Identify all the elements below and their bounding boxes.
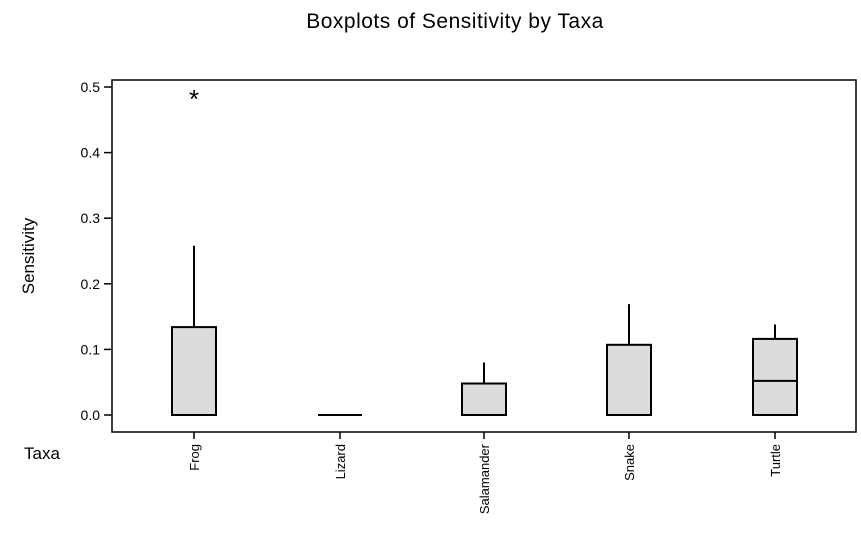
y-tick-label: 0.3 — [81, 210, 101, 226]
y-tick-label: 0.1 — [81, 341, 101, 357]
x-tick-label: Salamander — [477, 443, 492, 514]
box — [461, 382, 507, 416]
boxes: * — [171, 84, 798, 417]
chart-title: Boxplots of Sensitivity by Taxa — [306, 10, 604, 33]
x-tick-label: Frog — [187, 444, 202, 471]
x-tick-label: Snake — [622, 444, 637, 481]
x-axis: Frog Lizard Salamander Snake Turtle — [187, 432, 783, 514]
box — [171, 326, 217, 417]
x-axis-label: Taxa — [24, 444, 60, 463]
box — [606, 343, 652, 417]
y-axis-label: Sensitivity — [19, 217, 38, 294]
x-tick-label: Turtle — [768, 444, 783, 477]
y-tick-label: 0.2 — [81, 276, 101, 292]
x-tick-label: Lizard — [333, 444, 348, 479]
outlier-marker: * — [189, 84, 199, 114]
y-axis: 0.0 0.1 0.2 0.3 0.4 0.5 — [81, 79, 112, 423]
y-tick-label: 0.4 — [81, 145, 101, 161]
y-tick-label: 0.0 — [81, 407, 101, 423]
box — [752, 337, 798, 416]
y-tick-label: 0.5 — [81, 79, 101, 95]
